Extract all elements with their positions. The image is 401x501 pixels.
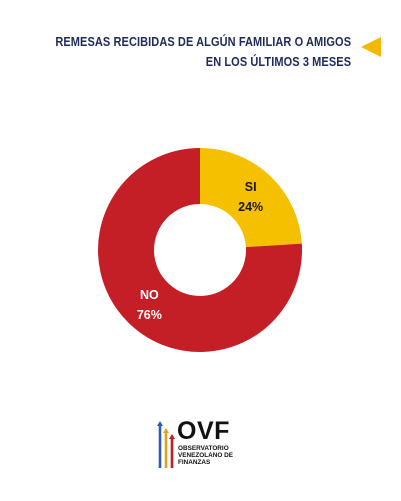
donut-slice-si [200,148,302,248]
chart-title: REMESAS RECIBIDAS DE ALGÚN FAMILIAR O AM… [55,32,351,72]
slice-category-label-no: NO [140,288,159,302]
ovf-logo: OVF OBSERVATORIO VENEZOLANO DE FINANZAS [155,418,265,470]
logo-organization-name: OBSERVATORIO VENEZOLANO DE FINANZAS [178,445,233,466]
logo-name-line-2: VENEZOLANO DE [178,452,234,459]
slice-value-label-si: 24% [238,200,263,214]
chart-title-line-1: REMESAS RECIBIDAS DE ALGÚN FAMILIAR O AM… [55,35,351,49]
slice-value-label-no: 76% [137,308,162,322]
donut-slice-no [98,148,303,352]
left-pointing-triangle-icon [361,37,381,57]
logo-name-line-1: OBSERVATORIO [178,445,229,452]
logo-abbreviation: OVF [177,417,230,445]
logo-name-line-3: FINANZAS [178,459,211,466]
chart-title-line-2: EN LOS ÚLTIMOS 3 MESES [205,55,351,69]
logo-arrows-icon [157,421,175,468]
slice-category-label-si: SI [245,180,257,194]
